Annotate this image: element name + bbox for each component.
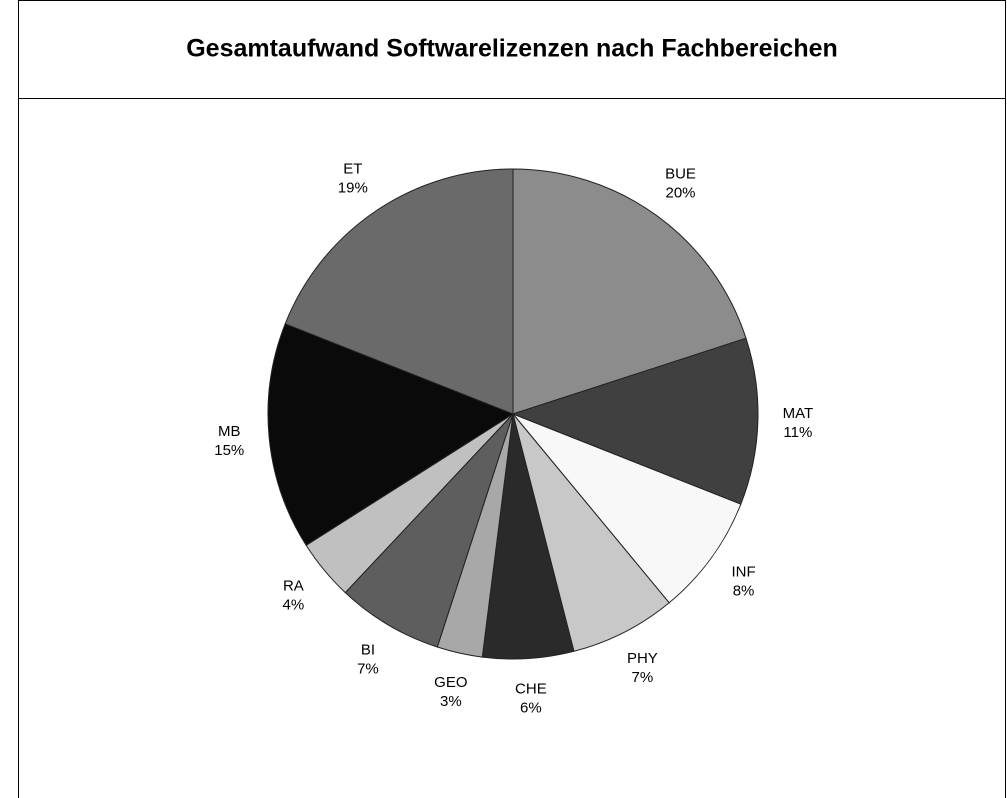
- slice-value-label: 4%: [283, 597, 305, 614]
- slice-label: ET: [343, 160, 362, 177]
- chart-title: Gesamtaufwand Softwarelizenzen nach Fach…: [186, 35, 838, 63]
- pie-slice: [344, 413, 514, 648]
- slice-label: BI: [361, 641, 375, 658]
- pie-slice: [512, 413, 742, 604]
- slice-label: INF: [731, 563, 755, 580]
- slice-value-label: 7%: [632, 669, 654, 686]
- slice-label: MB: [218, 423, 241, 440]
- pie-slice: [512, 168, 747, 415]
- slice-value-label: 15%: [214, 442, 244, 459]
- slice-value-label: 8%: [733, 582, 755, 599]
- pie-slice: [511, 337, 759, 505]
- slice-value-label: 6%: [520, 699, 542, 716]
- slice-label: GEO: [434, 674, 467, 691]
- pie-slice: [284, 168, 514, 415]
- pie-slice: [512, 413, 670, 652]
- slice-value-label: 11%: [783, 424, 812, 441]
- slice-label: BUE: [665, 165, 696, 182]
- slice-label: CHE: [515, 680, 547, 697]
- slice-value-label: 19%: [338, 179, 368, 196]
- slice-label: MAT: [783, 405, 814, 422]
- slice-value-label: 7%: [357, 660, 379, 677]
- slice-label: RA: [283, 578, 304, 595]
- slice-label: PHY: [627, 650, 658, 667]
- slice-value-label: 3%: [440, 693, 462, 710]
- pie-slice: [267, 323, 515, 546]
- slice-value-label: 20%: [666, 184, 696, 201]
